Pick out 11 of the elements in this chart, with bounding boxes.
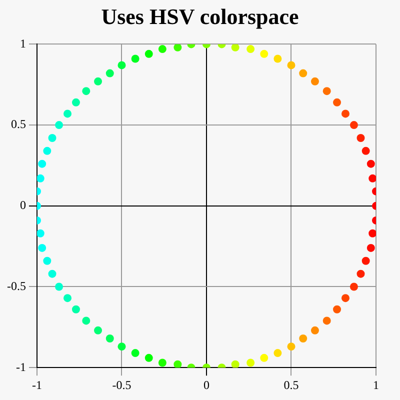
y-tick-label: 1 [20, 36, 26, 50]
y-tick-label: 0.5 [10, 117, 26, 132]
x-tick-label: 0.5 [284, 378, 299, 392]
x-tick-label: 0 [204, 378, 210, 392]
x-tick-label: -0.5 [112, 378, 132, 392]
y-tick-label: -1 [16, 360, 26, 374]
x-tick-label: 1 [373, 378, 379, 392]
y-tick-label: -0.5 [6, 278, 26, 293]
chart-title: Uses HSV colorspace [100, 4, 300, 30]
x-tick-label: -1 [32, 378, 42, 392]
y-tick-label: 0 [20, 198, 26, 212]
